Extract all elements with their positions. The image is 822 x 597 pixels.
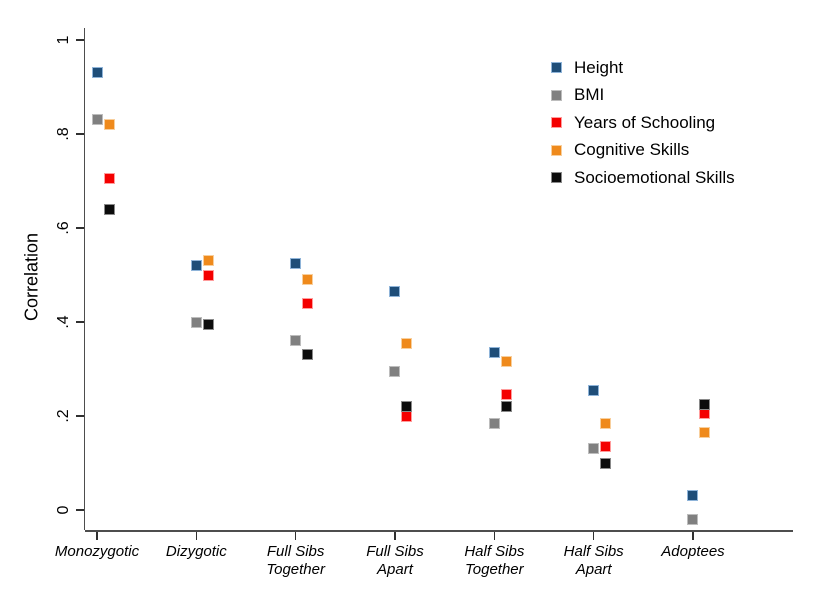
x-category-label-line: Monozygotic bbox=[54, 543, 140, 560]
marker-height-half-sibs-apart bbox=[588, 384, 600, 396]
marker-height-dizygotic bbox=[190, 260, 202, 272]
legend-swatch-height bbox=[551, 62, 562, 74]
legend-swatch-years-of-schooling bbox=[551, 117, 562, 129]
marker-cognitive-skills-half-sibs-apart bbox=[600, 417, 612, 429]
legend-swatch-bmi bbox=[551, 89, 562, 101]
x-category-label-line: Together bbox=[464, 560, 524, 578]
y-tick bbox=[75, 39, 84, 41]
x-category-label-line: Half Sibs bbox=[563, 543, 624, 560]
legend-label-socioemotional-skills: Socioemotional Skills bbox=[574, 167, 735, 187]
marker-cognitive-skills-full-sibs-together bbox=[302, 274, 314, 286]
x-category-label-adoptees: Adoptees bbox=[661, 543, 724, 561]
marker-bmi-dizygotic bbox=[190, 316, 202, 328]
legend-label-height: Height bbox=[574, 57, 624, 77]
marker-socioemotional-skills-dizygotic bbox=[202, 318, 214, 330]
x-tick bbox=[394, 531, 396, 540]
marker-years-of-schooling-dizygotic bbox=[202, 269, 214, 281]
x-category-label-line: Full Sibs bbox=[366, 543, 424, 560]
marker-socioemotional-skills-half-sibs-together bbox=[500, 401, 512, 413]
x-category-label-half-sibs-apart: Half Sibs Apart bbox=[564, 543, 624, 578]
x-category-label-dizygotic: Dizygotic bbox=[166, 543, 227, 561]
y-tick bbox=[75, 133, 84, 135]
y-tick bbox=[75, 321, 84, 323]
y-tick-label: .8 bbox=[55, 127, 72, 141]
legend-item-height: Height bbox=[551, 54, 735, 82]
marker-bmi-half-sibs-apart bbox=[588, 443, 600, 455]
marker-cognitive-skills-dizygotic bbox=[202, 255, 214, 267]
legend-swatch-cognitive-skills bbox=[551, 144, 562, 156]
marker-bmi-full-sibs-together bbox=[290, 335, 302, 347]
x-tick bbox=[195, 531, 198, 540]
marker-cognitive-skills-half-sibs-together bbox=[500, 356, 512, 368]
x-tick bbox=[592, 531, 595, 540]
marker-years-of-schooling-full-sibs-apart bbox=[401, 410, 413, 422]
legend-label-bmi: BMI bbox=[574, 85, 605, 105]
x-category-label-line: Apart bbox=[377, 560, 413, 578]
marker-cognitive-skills-monozygotic bbox=[103, 119, 115, 131]
y-tick-label: .6 bbox=[55, 221, 72, 235]
marker-height-full-sibs-together bbox=[290, 257, 302, 269]
marker-socioemotional-skills-half-sibs-apart bbox=[600, 457, 612, 469]
legend: Height BMI Years of Schooling Cognitive Ski… bbox=[551, 54, 735, 192]
marker-years-of-schooling-half-sibs-together bbox=[500, 389, 512, 401]
x-tick bbox=[294, 531, 297, 540]
x-category-label-line: Dizygotic bbox=[165, 543, 227, 560]
marker-years-of-schooling-half-sibs-apart bbox=[600, 441, 612, 453]
marker-years-of-schooling-adoptees bbox=[699, 408, 711, 420]
x-tick bbox=[96, 531, 98, 540]
x-tick bbox=[493, 531, 496, 540]
marker-socioemotional-skills-adoptees bbox=[699, 398, 711, 410]
x-category-label-line: Adoptees bbox=[661, 543, 725, 560]
legend-label-cognitive-skills: Cognitive Skills bbox=[574, 140, 690, 160]
y-tick bbox=[75, 227, 84, 229]
marker-height-half-sibs-together bbox=[488, 347, 500, 359]
legend-item-cognitive-skills: Cognitive Skills bbox=[551, 137, 735, 165]
x-category-label-line: Half Sibs bbox=[464, 543, 525, 560]
marker-years-of-schooling-full-sibs-together bbox=[302, 297, 314, 309]
x-category-label-line: Apart bbox=[575, 560, 612, 578]
marker-height-monozygotic bbox=[91, 67, 103, 79]
legend-label-years-of-schooling: Years of Schooling bbox=[574, 112, 716, 132]
y-tick-label: 0 bbox=[55, 505, 72, 515]
marker-cognitive-skills-adoptees bbox=[699, 426, 711, 438]
marker-height-adoptees bbox=[687, 490, 699, 502]
marker-cognitive-skills-full-sibs-apart bbox=[401, 337, 413, 349]
legend-item-socioemotional-skills: Socioemotional Skills bbox=[551, 164, 735, 192]
marker-bmi-monozygotic bbox=[91, 114, 103, 126]
x-category-label-full-sibs-apart: Full Sibs Apart bbox=[366, 543, 424, 578]
y-tick-label: .4 bbox=[55, 315, 72, 329]
y-axis-line bbox=[83, 28, 85, 530]
legend-item-years-of-schooling: Years of Schooling bbox=[551, 109, 735, 137]
legend-item-bmi: BMI bbox=[551, 82, 735, 110]
x-category-label-line: Full Sibs bbox=[266, 543, 325, 560]
x-category-label-full-sibs-together: Full Sibs Together bbox=[266, 543, 325, 578]
marker-socioemotional-skills-full-sibs-apart bbox=[401, 401, 413, 413]
x-tick bbox=[692, 531, 694, 540]
y-axis-title: Correlation bbox=[21, 232, 42, 322]
legend-swatch-socioemotional-skills bbox=[551, 172, 562, 184]
marker-socioemotional-skills-full-sibs-together bbox=[302, 349, 314, 361]
marker-socioemotional-skills-monozygotic bbox=[103, 203, 115, 215]
marker-height-full-sibs-apart bbox=[389, 285, 401, 297]
marker-bmi-full-sibs-apart bbox=[389, 365, 401, 377]
x-category-label-half-sibs-together: Half Sibs Together bbox=[464, 543, 524, 578]
y-tick bbox=[75, 415, 84, 417]
y-tick bbox=[75, 509, 84, 511]
marker-bmi-half-sibs-together bbox=[488, 417, 500, 429]
x-category-label-monozygotic: Monozygotic bbox=[55, 543, 139, 561]
marker-years-of-schooling-monozygotic bbox=[103, 173, 115, 185]
x-axis-line bbox=[85, 530, 793, 532]
y-tick-label: 1 bbox=[55, 35, 72, 45]
y-tick-label: .2 bbox=[55, 409, 72, 423]
marker-bmi-adoptees bbox=[687, 513, 699, 525]
x-category-label-line: Together bbox=[266, 560, 325, 578]
